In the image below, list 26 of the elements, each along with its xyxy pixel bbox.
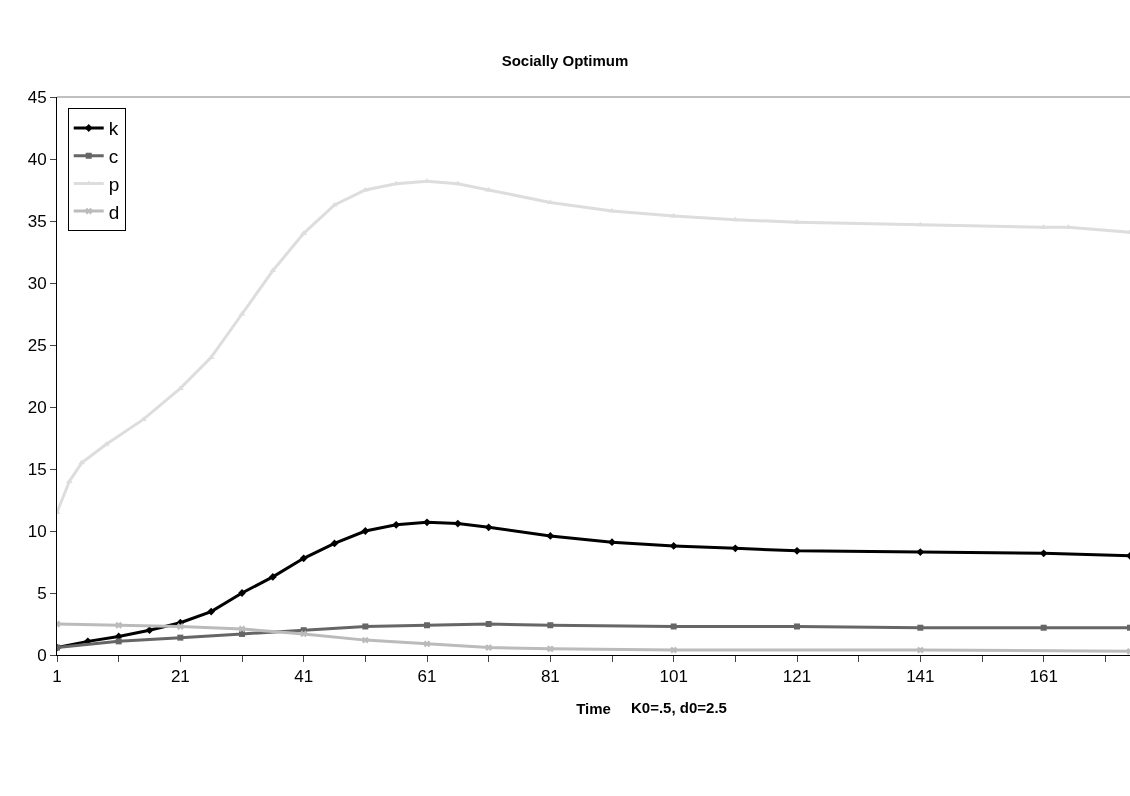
x-tick-label: 41: [294, 667, 314, 687]
x-tick-label: 21: [170, 667, 190, 687]
x-tick-label: 141: [906, 667, 935, 687]
y-tick-label: 10: [27, 521, 47, 541]
y-tick-label: 15: [27, 459, 47, 479]
chart-title: Socially Optimum: [501, 52, 629, 70]
y-tick-label: 35: [27, 211, 47, 231]
legend-label: p: [108, 173, 120, 195]
legend-label: c: [108, 146, 119, 168]
legend-label: k: [108, 118, 119, 140]
legend-label: d: [108, 201, 120, 223]
x-tick-label: 161: [1029, 667, 1058, 687]
x-axis-title: Time: [576, 700, 611, 718]
y-tick-label: 5: [37, 583, 47, 603]
x-tick-label: 81: [540, 667, 560, 687]
x-tick-label: 61: [417, 667, 437, 687]
x-tick-label: 101: [659, 667, 688, 687]
y-tick-label: 30: [27, 273, 47, 293]
y-tick-label: 40: [27, 149, 47, 169]
x-tick-label: 121: [782, 667, 812, 687]
y-tick-label: 45: [27, 87, 47, 107]
x-tick-label: 1: [52, 667, 62, 687]
y-tick-label: 25: [27, 335, 47, 355]
text: K0=.5, d0=2.5: [631, 699, 727, 716]
y-tick-label: 20: [27, 397, 47, 417]
y-tick-label: 0: [37, 645, 47, 665]
